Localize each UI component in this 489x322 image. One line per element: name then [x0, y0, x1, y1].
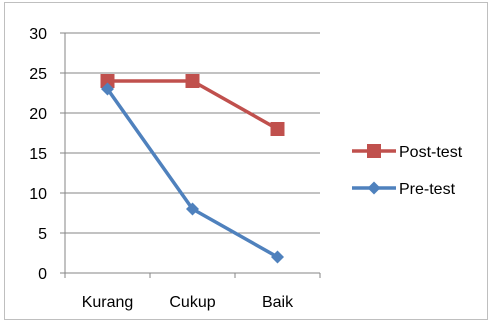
- data-point-marker: [186, 202, 199, 216]
- axes: 0 5 10 15 20 25 30 Kurang Cukup Baik: [29, 26, 321, 311]
- series-pre-test: [101, 82, 284, 264]
- y-tick-label: 0: [38, 266, 47, 283]
- legend-label: Post-test: [399, 144, 463, 161]
- data-point-marker: [270, 122, 285, 136]
- series-group: [100, 74, 285, 264]
- series-line: [107, 79, 279, 131]
- y-tick-label: 10: [29, 186, 47, 203]
- series-post-test: [100, 74, 285, 136]
- x-tick-label: Baik: [262, 294, 294, 311]
- data-point-marker: [100, 74, 115, 88]
- legend-item-pre-test: Pre-test: [352, 181, 456, 198]
- x-tick-label: Kurang: [82, 294, 134, 311]
- x-tick-label: Cukup: [169, 294, 215, 311]
- legend-marker: [367, 181, 381, 195]
- legend: Post-test Pre-test: [352, 144, 463, 198]
- data-point-marker: [271, 250, 284, 264]
- chart-frame: [4, 2, 488, 320]
- y-tick-label: 15: [29, 146, 47, 163]
- legend-label: Pre-test: [399, 181, 456, 198]
- y-tick-label: 25: [29, 66, 47, 83]
- y-tick-label: 30: [29, 26, 47, 43]
- data-point-marker: [185, 74, 200, 88]
- y-tick-label: 5: [38, 226, 47, 243]
- data-point-marker: [101, 82, 114, 96]
- legend-item-post-test: Post-test: [352, 144, 463, 161]
- legend-marker: [367, 144, 381, 158]
- gridlines: [65, 32, 320, 274]
- y-tick-label: 20: [29, 106, 47, 123]
